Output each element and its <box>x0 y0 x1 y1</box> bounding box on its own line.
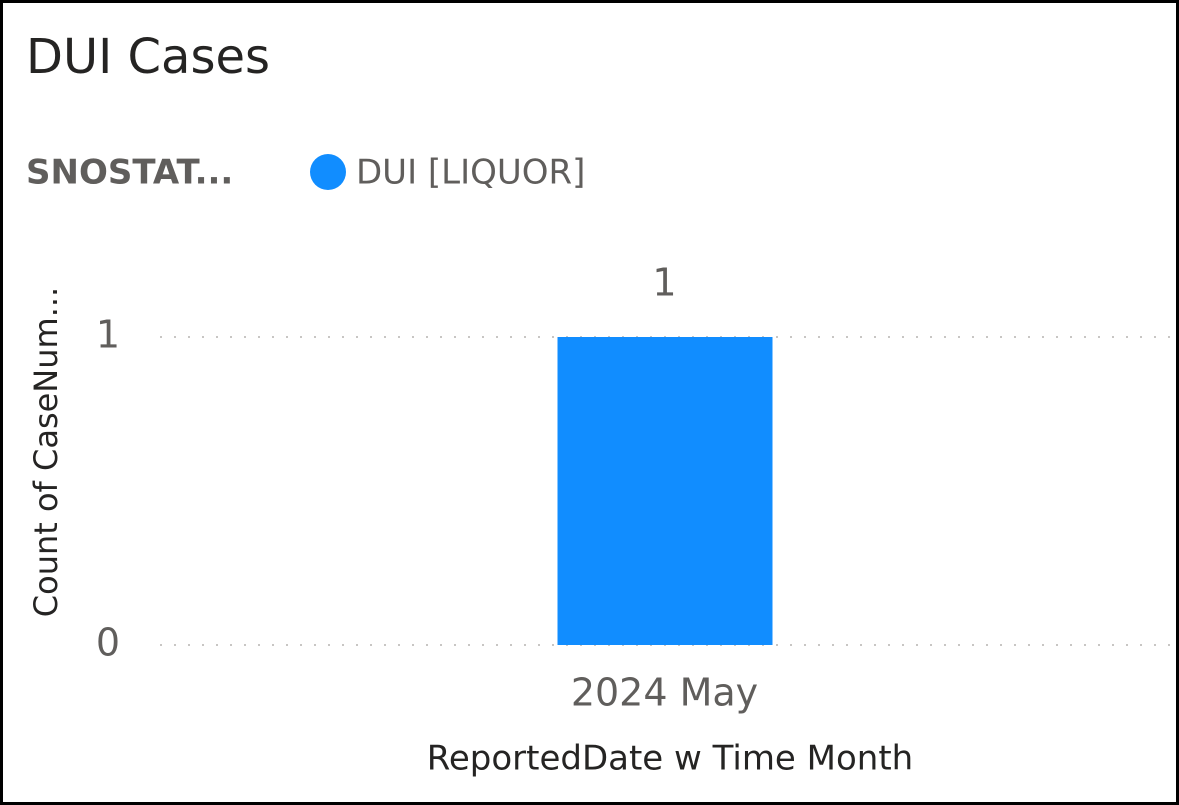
x-axis-title: ReportedDate w Time Month <box>427 739 913 779</box>
legend-title: SNOSTAT... <box>26 153 233 193</box>
y-tick-label: 1 <box>96 313 120 357</box>
data-label: 1 <box>652 261 676 305</box>
x-tick-label: 2024 May <box>571 671 758 715</box>
legend-swatch <box>310 154 346 190</box>
y-tick-label: 0 <box>96 621 120 665</box>
y-axis-title: Count of CaseNum... <box>27 287 65 617</box>
legend-label: DUI [LIQUOR] <box>356 153 585 193</box>
bar <box>557 337 773 645</box>
chart-title: DUI Cases <box>26 29 270 85</box>
